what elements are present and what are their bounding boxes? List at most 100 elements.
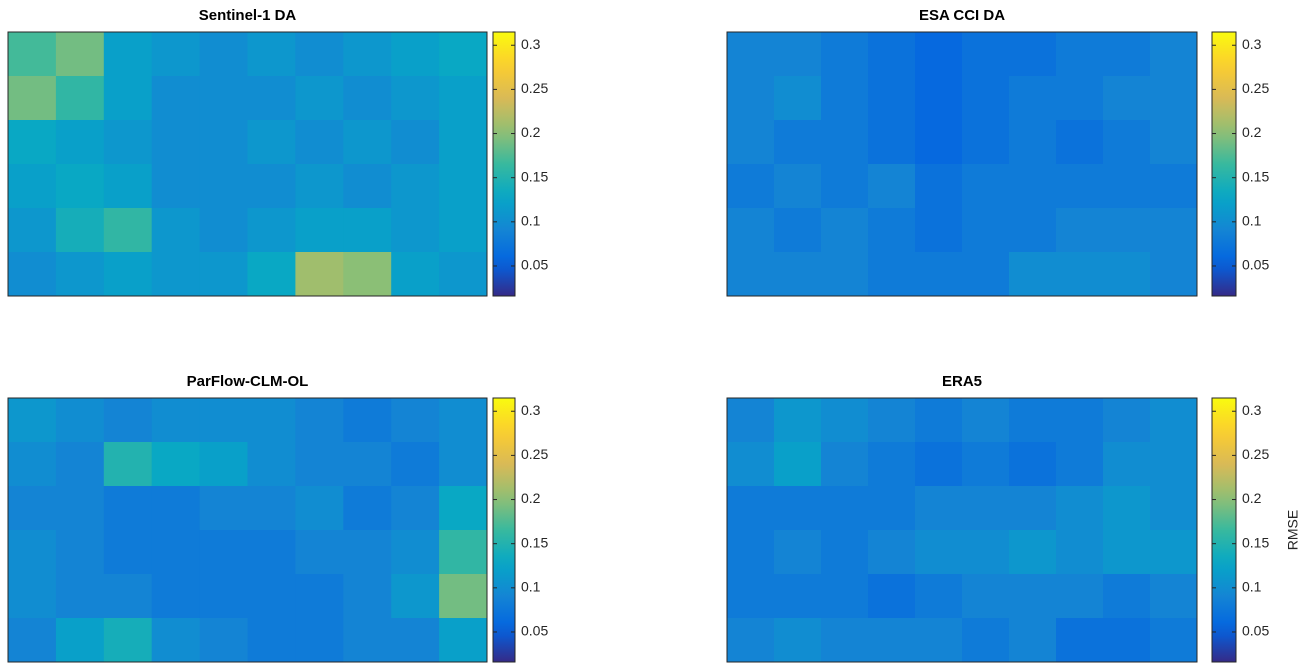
heatmap-cell — [915, 442, 963, 487]
heatmap-cell — [868, 574, 916, 619]
heatmap-cell — [104, 76, 152, 121]
heatmap-cell — [774, 120, 822, 165]
heatmap-cell — [391, 618, 439, 663]
heatmap-cell — [727, 486, 775, 531]
heatmap-cell — [56, 618, 104, 663]
heatmap-cell — [727, 208, 775, 253]
colorbar-tick-label: 0.3 — [521, 402, 541, 418]
heatmap-cell — [1150, 252, 1198, 297]
heatmap-cell — [200, 442, 248, 487]
heatmap-cell — [774, 530, 822, 575]
heatmap-cell — [104, 120, 152, 165]
heatmap-cell — [1150, 208, 1198, 253]
heatmap-cell — [821, 76, 869, 121]
heatmap-cell — [1056, 442, 1104, 487]
heatmap-cell — [391, 398, 439, 443]
heatmap-cell — [1103, 398, 1151, 443]
heatmap-cell — [915, 398, 963, 443]
heatmap-cell — [152, 530, 200, 575]
heatmap-cell — [962, 32, 1010, 77]
heatmap-cell — [391, 120, 439, 165]
heatmap-cell — [821, 442, 869, 487]
heatmap-cell — [1103, 252, 1151, 297]
heatmap-cell — [962, 486, 1010, 531]
heatmap-cell — [1103, 208, 1151, 253]
heatmap-cell — [104, 486, 152, 531]
heatmap-cell — [343, 442, 391, 487]
heatmap-cell — [248, 164, 296, 209]
heatmap-cell — [8, 164, 56, 209]
colorbar-tick-label: 0.1 — [521, 579, 541, 595]
heatmap-cell — [104, 442, 152, 487]
heatmap-cell — [248, 120, 296, 165]
heatmap-cell — [727, 442, 775, 487]
heatmap-cell — [727, 574, 775, 619]
heatmap-cell — [248, 574, 296, 619]
heatmap-cell — [248, 398, 296, 443]
heatmap-cell — [1150, 442, 1198, 487]
heatmap-cell — [1103, 618, 1151, 663]
heatmap-cell — [821, 120, 869, 165]
heatmap-cell — [1056, 164, 1104, 209]
heatmap-cell — [962, 618, 1010, 663]
heatmap-cell — [962, 120, 1010, 165]
colorbar-tick-label: 0.3 — [1242, 36, 1262, 52]
heatmap-cell — [152, 252, 200, 297]
colorbar-tick-label: 0.05 — [1242, 257, 1269, 273]
heatmap-cell — [962, 164, 1010, 209]
heatmap-cell — [295, 76, 343, 121]
heatmap-cell — [248, 252, 296, 297]
heatmap-cell — [1150, 574, 1198, 619]
colorbar-tick-label: 0.25 — [1242, 446, 1269, 462]
heatmap-cell — [104, 252, 152, 297]
heatmap-cell — [439, 164, 487, 209]
heatmap-cell — [295, 486, 343, 531]
heatmap-cell — [1150, 164, 1198, 209]
heatmap-cell — [1103, 76, 1151, 121]
heatmap-cell — [1103, 120, 1151, 165]
colorbar — [493, 398, 515, 662]
heatmap-cell — [104, 164, 152, 209]
heatmap-cell — [1009, 574, 1057, 619]
colorbar-tick-label: 0.05 — [1242, 623, 1269, 639]
heatmap-cell — [343, 252, 391, 297]
heatmap-cell — [1103, 32, 1151, 77]
heatmap-cell — [56, 252, 104, 297]
heatmap-cell — [868, 618, 916, 663]
heatmap-cell — [439, 618, 487, 663]
heatmap-cell — [1056, 120, 1104, 165]
heatmap-cell — [774, 164, 822, 209]
heatmap-cell — [152, 76, 200, 121]
heatmap-cell — [295, 398, 343, 443]
heatmap-cell — [152, 442, 200, 487]
heatmap-cell — [152, 486, 200, 531]
heatmap-cell — [439, 398, 487, 443]
heatmap-cell — [1009, 442, 1057, 487]
heatmap-cell — [200, 32, 248, 77]
heatmap-cell — [821, 252, 869, 297]
heatmap-cell — [248, 618, 296, 663]
heatmap-cell — [295, 32, 343, 77]
heatmap-cell — [56, 486, 104, 531]
heatmap-cell — [104, 574, 152, 619]
heatmap-cell — [200, 618, 248, 663]
heatmap-cell — [868, 164, 916, 209]
heatmap-cell — [152, 398, 200, 443]
heatmap-cell — [295, 618, 343, 663]
heatmap-cell — [56, 442, 104, 487]
heatmap-cell — [1150, 76, 1198, 121]
colorbar-tick-label: 0.15 — [521, 168, 548, 184]
heatmap-cell — [868, 398, 916, 443]
heatmap-cell — [1056, 208, 1104, 253]
colorbar-tick-label: 0.15 — [521, 534, 548, 550]
heatmap-cell — [727, 164, 775, 209]
heatmap-cell — [295, 164, 343, 209]
heatmap-cell — [343, 76, 391, 121]
heatmap-cell — [439, 32, 487, 77]
heatmap-cell — [774, 32, 822, 77]
heatmap-cell — [56, 120, 104, 165]
colorbar-tick-label: 0.2 — [1242, 124, 1262, 140]
heatmap-cell — [915, 76, 963, 121]
heatmap-cell — [868, 120, 916, 165]
heatmap-cell — [152, 618, 200, 663]
